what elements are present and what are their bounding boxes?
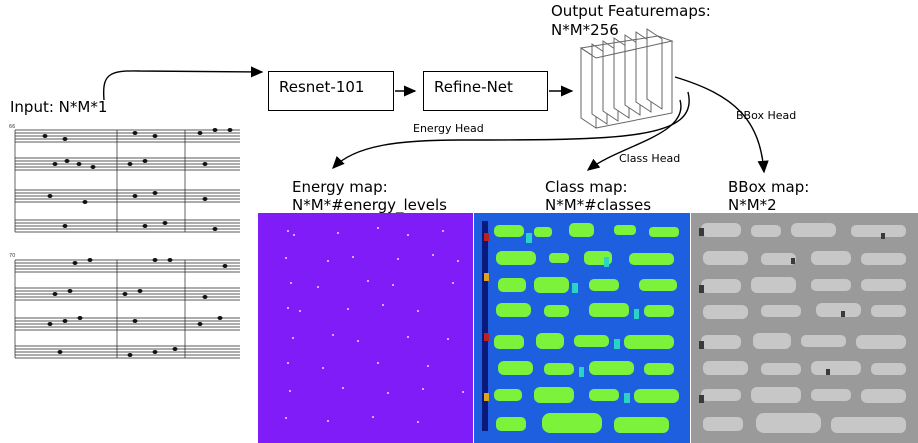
class-map-blobs (482, 221, 679, 433)
bbox-map-image (691, 213, 918, 443)
output-label-line2: N*M*256 (551, 21, 619, 39)
refinenet-box: Refine-Net (423, 71, 548, 111)
arrow-energy-head (332, 91, 690, 170)
measure-number-top: 66 (9, 124, 15, 130)
bbox-map-title: BBox map: (728, 178, 810, 196)
measure-number-bottom: 70 (9, 253, 15, 259)
class-head-label: Class Head (619, 152, 681, 165)
class-map-dims: N*M*#classes (545, 196, 652, 214)
output-label-line1: Output Featuremaps: (551, 2, 711, 20)
sheet-music-staves: 66 70 (9, 124, 240, 359)
bbox-head-label: BBox Head (736, 109, 797, 122)
energy-map-title: Energy map: (292, 178, 388, 196)
class-map-image (474, 213, 690, 443)
energy-map-dims: N*M*#energy_levels (292, 196, 447, 214)
arrow-class-head (586, 99, 682, 171)
energy-head-label: Energy Head (413, 122, 484, 135)
bbox-map-texture (699, 223, 906, 433)
arrow-input-to-resnet (102, 66, 264, 101)
input-label: Input: N*M*1 (10, 98, 108, 116)
bbox-map-dims: N*M*2 (728, 196, 777, 214)
resnet-box: Resnet-101 (268, 71, 394, 111)
class-map-title: Class map: (545, 178, 628, 196)
arrow-bbox-head (674, 76, 769, 174)
energy-map-dots (285, 227, 464, 423)
sheet-music-image: 66 70 (5, 120, 243, 370)
energy-map-image (258, 213, 473, 443)
feature-maps-stack (579, 28, 674, 129)
